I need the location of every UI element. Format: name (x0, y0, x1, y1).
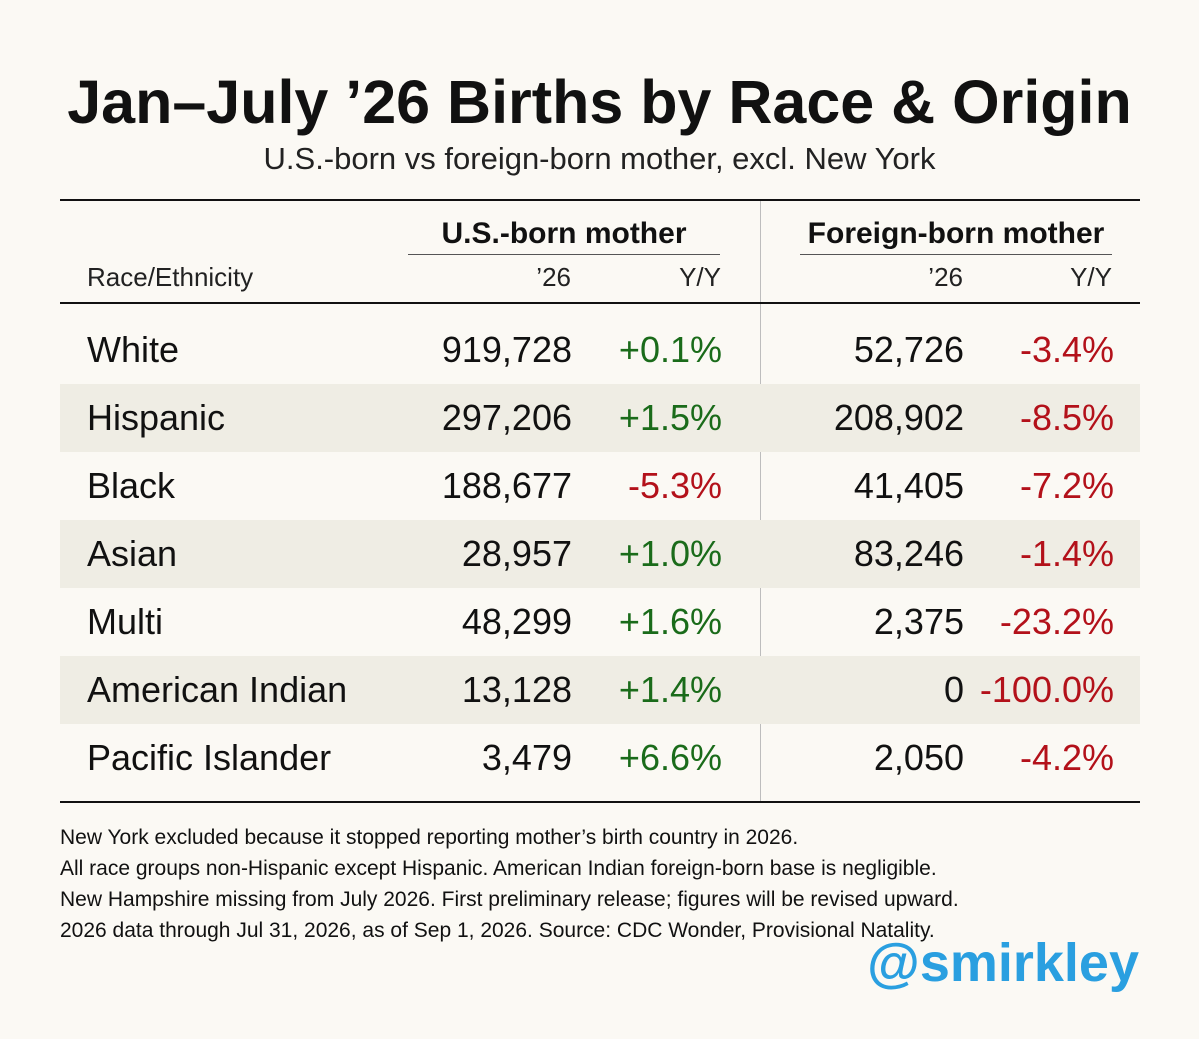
us-yy-cell: +1.6% (618, 601, 722, 642)
us-yy-cell: +1.5% (618, 397, 722, 438)
column-header-us-year: ’26 (536, 262, 571, 292)
fb-count-cell: 52,726 (853, 329, 964, 370)
table-row: Pacific Islander 3,479 +6.6% 2,050 -4.2% (60, 724, 1140, 792)
fb-yy-cell: -3.4% (1019, 329, 1114, 370)
table-row: Black 188,677 -5.3% 41,405 -7.2% (60, 452, 1140, 520)
us-yy-cell: +1.4% (618, 669, 722, 710)
column-group-separator (760, 201, 761, 801)
race-label-cell: Multi (87, 601, 164, 642)
footnote-line: New Hampshire missing from July 2026. Fi… (60, 888, 959, 911)
author-handle: @smirkley (867, 933, 1139, 993)
footnotes: New York excluded because it stopped rep… (60, 822, 959, 946)
us-count-cell: 297,206 (441, 397, 572, 438)
us-count-cell: 188,677 (441, 465, 572, 506)
group-header-foreign-born: Foreign-born mother (807, 217, 1105, 250)
fb-count-cell: 0 (943, 669, 964, 710)
header-bottom-rule (60, 302, 1140, 304)
footnote-line: All race groups non-Hispanic except Hisp… (60, 857, 937, 880)
race-label-cell: Hispanic (87, 397, 226, 438)
us-count-cell: 28,957 (461, 533, 572, 574)
fb-count-cell: 2,375 (873, 601, 964, 642)
table-top-rule (60, 199, 1140, 201)
table-row: Multi 48,299 +1.6% 2,375 -23.2% (60, 588, 1140, 656)
fb-count-cell: 83,246 (853, 533, 964, 574)
table-row: White 919,728 +0.1% 52,726 -3.4% (60, 316, 1140, 384)
column-header-us-yy: Y/Y (679, 262, 721, 292)
footnote-line: 2026 data through Jul 31, 2026, as of Se… (60, 919, 935, 942)
group-underline-foreign-born (800, 254, 1112, 255)
footnote-line: New York excluded because it stopped rep… (60, 826, 799, 849)
column-header-race: Race/Ethnicity (87, 262, 254, 292)
fb-yy-cell: -4.2% (1019, 737, 1114, 778)
us-count-cell: 3,479 (481, 737, 572, 778)
us-count-cell: 13,128 (461, 669, 572, 710)
race-label-cell: American Indian (87, 669, 348, 710)
table-row: American Indian 13,128 +1.4% 0 -100.0% (60, 656, 1140, 724)
fb-yy-cell: -1.4% (1019, 533, 1114, 574)
us-count-cell: 48,299 (461, 601, 572, 642)
table-bottom-rule (60, 801, 1140, 803)
race-label-cell: White (87, 329, 180, 370)
us-yy-cell: +0.1% (618, 329, 722, 370)
race-label-cell: Pacific Islander (87, 737, 332, 778)
group-underline-us-born (408, 254, 720, 255)
chart-title: Jan–July ’26 Births by Race & Origin (67, 68, 1132, 136)
fb-yy-cell: -7.2% (1019, 465, 1114, 506)
fb-yy-cell: -100.0% (979, 669, 1114, 710)
column-header-fb-yy: Y/Y (1070, 262, 1112, 292)
column-header-fb-year: ’26 (928, 262, 963, 292)
us-yy-cell: +1.0% (618, 533, 722, 574)
table-row: Asian 28,957 +1.0% 83,246 -1.4% (60, 520, 1140, 588)
race-label-cell: Asian (87, 533, 178, 574)
group-header-us-born: U.S.-born mother (441, 217, 687, 250)
table-row: Hispanic 297,206 +1.5% 208,902 -8.5% (60, 384, 1140, 452)
us-count-cell: 919,728 (441, 329, 572, 370)
us-yy-cell: +6.6% (618, 737, 722, 778)
fb-count-cell: 208,902 (833, 397, 964, 438)
fb-yy-cell: -8.5% (1019, 397, 1114, 438)
chart-subtitle: U.S.-born vs foreign-born mother, excl. … (263, 141, 936, 176)
fb-count-cell: 2,050 (873, 737, 964, 778)
fb-yy-cell: -23.2% (999, 601, 1114, 642)
race-label-cell: Black (87, 465, 176, 506)
us-yy-cell: -5.3% (627, 465, 722, 506)
fb-count-cell: 41,405 (853, 465, 964, 506)
